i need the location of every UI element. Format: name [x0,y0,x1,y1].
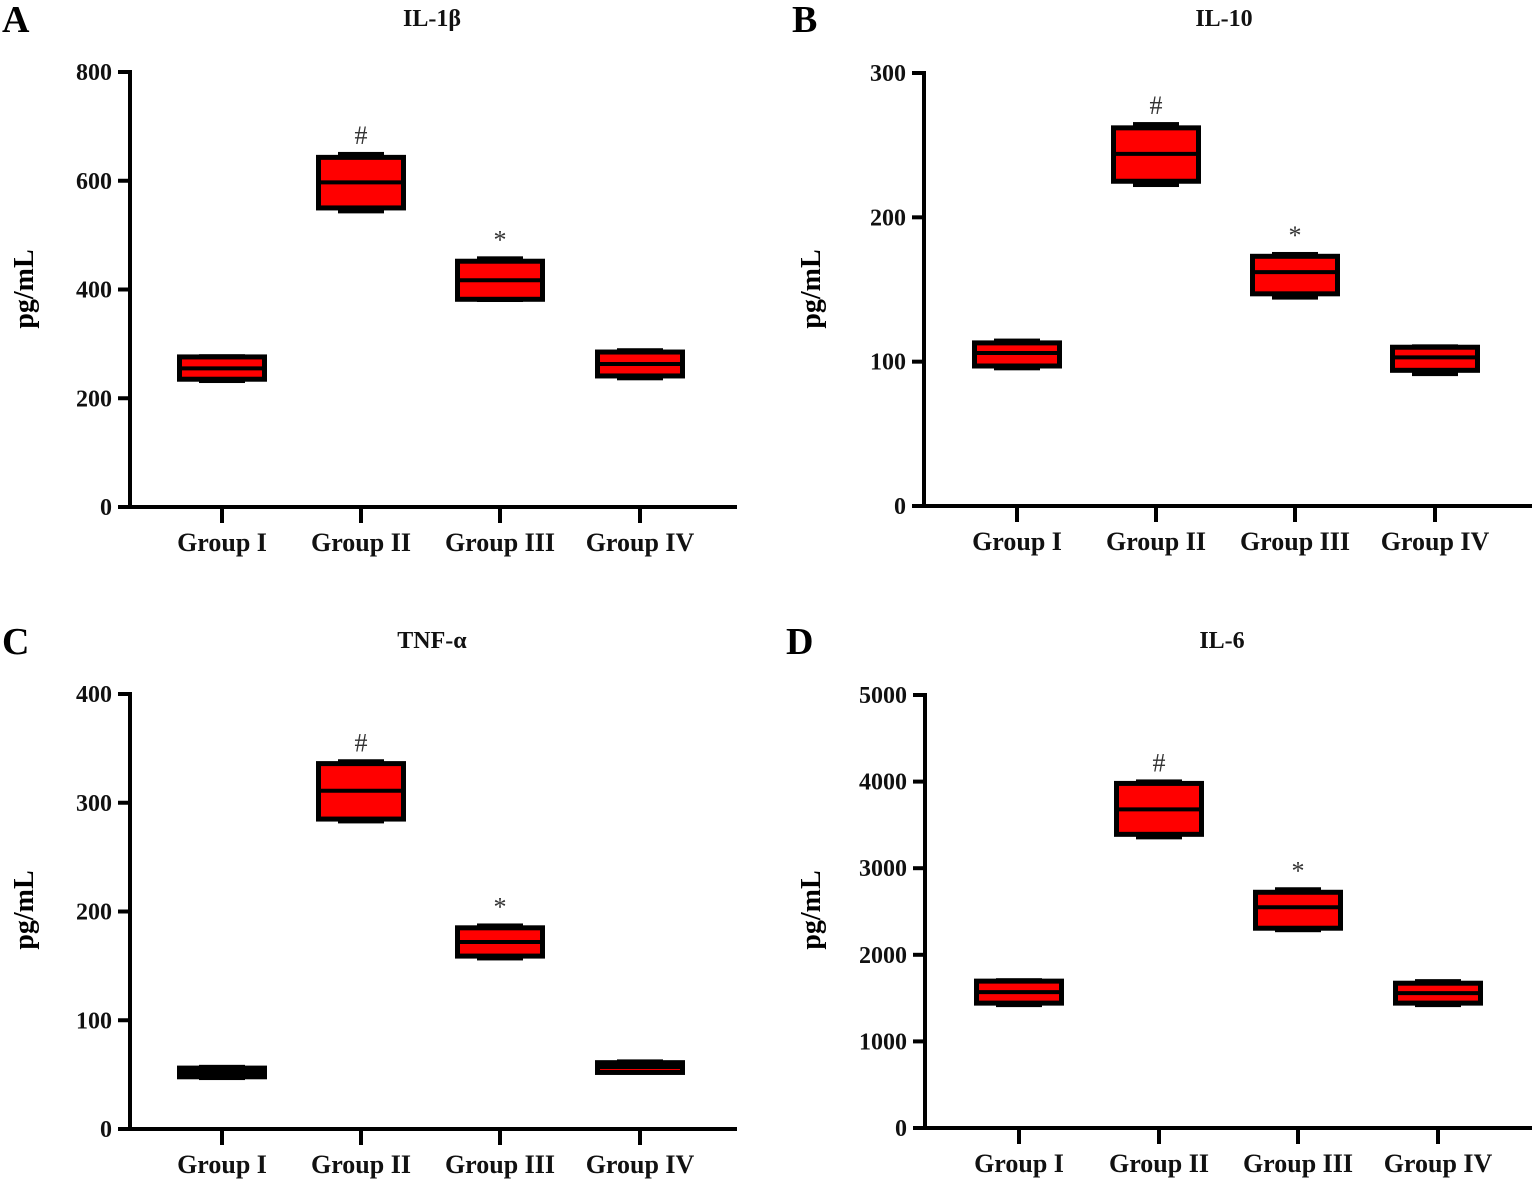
significance-asterisk: * [1289,221,1302,250]
y-tick-label: 300 [76,791,112,817]
box-iqr [1250,253,1340,297]
y-tick-label: 400 [76,682,112,708]
significance-hash: # [355,728,368,757]
y-tick-label: 3000 [859,856,907,882]
x-tick-label: Group III [445,1150,555,1179]
x-tick-label: Group I [177,1150,267,1179]
significance-hash: # [1150,91,1163,120]
y-axis-label: pg/mL [9,249,40,328]
x-tick-label: Group II [311,1150,411,1179]
box-plot-group-i [177,1064,267,1081]
box-plot-group-ii: # [1114,748,1204,840]
y-tick-label: 200 [76,900,112,926]
panel-letter: B [792,0,817,41]
significance-hash: # [1153,748,1166,777]
box-plot-group-i [177,354,267,384]
panel-c: C TNF-α pg/mL 0 100 200 300 400 Group I Group … [2,621,737,1179]
panel-d: D IL-6 pg/mL 0 1000 2000 3000 4000 5000 Group … [786,621,1532,1178]
y-tick-label: 2000 [859,943,907,969]
x-tick-label: Group II [1106,527,1206,556]
x-tick-label: Group III [1243,1149,1353,1178]
y-tick-label: 300 [870,61,906,87]
y-axis-label: pg/mL [796,870,827,949]
panel-title: IL-1β [403,6,461,32]
y-axis-label: pg/mL [796,249,827,328]
x-tick-label: Group I [972,527,1062,556]
box-plot-group-iii: * [455,892,545,961]
box-plot-group-iv [1393,979,1483,1008]
box-plot-group-i [972,338,1062,371]
y-tick-label: 200 [76,386,112,412]
y-tick-label: 100 [870,350,906,376]
y-tick-label: 600 [76,169,112,195]
x-tick-label: Group IV [586,528,695,557]
box-plot-group-ii: # [316,728,406,824]
box-plot-group-i [974,978,1064,1008]
panel-letter: C [2,621,29,663]
significance-hash: # [355,121,368,150]
x-tick-label: Group II [311,528,411,557]
box-plot-group-iii: * [1253,856,1343,933]
box-plot-group-iv [1390,344,1480,377]
significance-asterisk: * [494,225,507,254]
panel-title: TNF-α [397,628,467,654]
y-tick-label: 0 [894,494,906,520]
x-tick-label: Group I [974,1149,1064,1178]
box-plot-group-iv [595,348,685,381]
x-tick-label: Group III [445,528,555,557]
box-plot-group-ii: # [1111,91,1201,188]
x-tick-label: Group I [177,528,267,557]
y-tick-label: 400 [76,278,112,304]
x-tick-label: Group IV [1384,1149,1493,1178]
box-iqr [1253,889,1343,931]
x-tick-label: Group IV [1381,527,1490,556]
y-tick-label: 200 [870,205,906,231]
panel-letter: D [786,621,813,663]
y-axis-label: pg/mL [9,870,40,949]
x-tick-label: Group IV [586,1150,695,1179]
y-tick-label: 0 [100,495,112,521]
box-plot-group-iv [595,1059,685,1075]
panel-title: IL-10 [1195,6,1252,32]
box-plot-group-iii: * [455,225,545,303]
panel-title: IL-6 [1199,628,1244,654]
box-plot-group-iii: * [1250,221,1340,300]
panel-letter: A [2,0,30,41]
y-tick-label: 0 [100,1117,112,1143]
significance-asterisk: * [1292,856,1305,885]
box-plot-group-ii: # [316,121,406,214]
x-tick-label: Group III [1240,527,1350,556]
panel-a: A IL-1β pg/mL 0 200 400 600 800 Group I Group … [2,0,737,557]
y-tick-label: 4000 [859,770,907,796]
y-tick-label: 1000 [859,1029,907,1055]
y-tick-label: 100 [76,1008,112,1034]
significance-asterisk: * [494,892,507,921]
y-tick-label: 5000 [859,683,907,709]
y-tick-label: 0 [895,1116,907,1142]
x-tick-label: Group II [1109,1149,1209,1178]
panel-b: B IL-10 pg/mL 0 100 200 300 Group I Group II G… [792,0,1532,556]
y-tick-label: 800 [76,60,112,86]
